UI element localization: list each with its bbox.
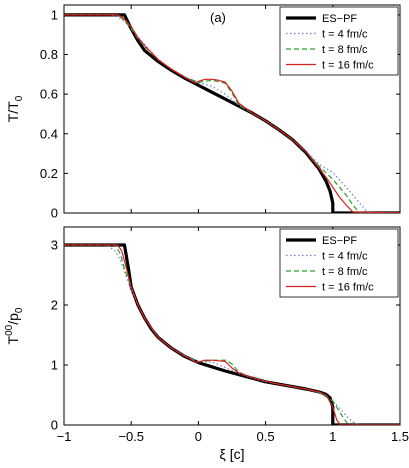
x-tick-label: 0.5 [257, 429, 275, 444]
x-tick-label: −1 [57, 429, 72, 444]
y-axis-title-sub: 0 [14, 95, 25, 101]
plot-frame [63, 4, 401, 214]
legend-label: t = 4 fm/c [322, 251, 368, 263]
legend-label: ES−PF [322, 13, 357, 25]
x-tick-label: 1 [329, 429, 336, 444]
series-line-t-16-fm-c [64, 244, 400, 425]
y-tick-label: 0.8 [40, 47, 58, 62]
y-axis-title: T/T0 [5, 95, 25, 122]
y-axis-title-main: T [5, 335, 21, 344]
legend-label: t = 8 fm/c [322, 44, 368, 56]
legend-label: ES−PF [322, 235, 357, 247]
y-axis-title: T00/p0 [4, 307, 25, 344]
legend-label: t = 8 fm/c [322, 266, 368, 278]
y-tick-label: 0.2 [40, 166, 58, 181]
panel-label: (a) [210, 10, 226, 25]
panel-bottom: −1 −0.5 0 0.5 1 1.5 0 1 2 3 ES−PF t = 4 fm/c t = 8 f… [4, 226, 409, 462]
y-tick-label: 0 [51, 206, 58, 221]
series-line-t-8-fm-c [64, 14, 400, 213]
panel-top: 0 0.2 0.4 0.6 0.8 1 ES−PF t = 4 fm/c t = 8 fm/c t… [5, 4, 401, 221]
y-tick-label: 3 [51, 238, 58, 253]
y-tick-label: 0 [51, 418, 58, 433]
y-axis-title-sup: 00 [4, 324, 15, 336]
x-tick-label: 1.5 [391, 429, 409, 444]
y-tick-label: 0.6 [40, 87, 58, 102]
y-tick-label: 1 [51, 7, 58, 22]
plot-frame [63, 226, 401, 426]
y-tick-label: 0.4 [40, 126, 58, 141]
legend-label: t = 4 fm/c [322, 29, 368, 41]
x-axis-title: ξ [c] [220, 446, 245, 462]
series-line-t-16-fm-c [64, 14, 400, 213]
y-axis-title-main: T/T [5, 101, 21, 122]
series-group [64, 13, 400, 213]
x-tick-label: 0 [195, 429, 202, 444]
series-line-t-4-fm-c [64, 244, 400, 425]
y-axis-title-sub: 0 [14, 307, 25, 313]
series-group [64, 243, 400, 425]
y-tick-label: 2 [51, 298, 58, 313]
y-axis-title-rest: /p [5, 313, 21, 325]
y-tick-label: 1 [51, 358, 58, 373]
legend-label: t = 16 fm/c [322, 282, 374, 294]
legend-label: t = 16 fm/c [322, 60, 374, 72]
series-line-es-pf [64, 13, 400, 213]
x-tick-label: −0.5 [118, 429, 144, 444]
